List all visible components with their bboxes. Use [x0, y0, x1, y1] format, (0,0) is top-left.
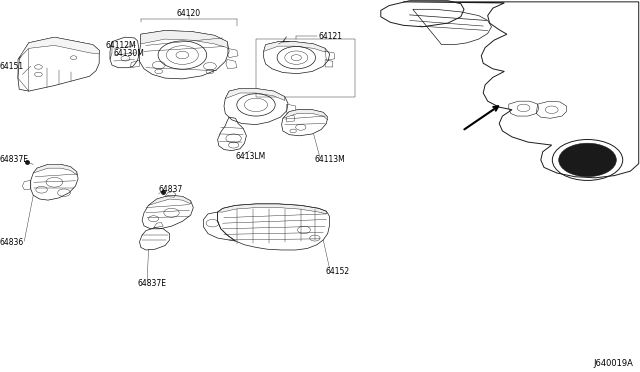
- Polygon shape: [18, 37, 99, 60]
- Polygon shape: [218, 204, 326, 214]
- Polygon shape: [283, 110, 328, 120]
- Polygon shape: [110, 42, 112, 60]
- Text: J640019A: J640019A: [594, 359, 634, 368]
- Polygon shape: [225, 89, 285, 100]
- Polygon shape: [264, 42, 325, 52]
- Polygon shape: [148, 195, 191, 205]
- Circle shape: [559, 143, 616, 177]
- Text: 64121: 64121: [318, 32, 342, 41]
- Text: 64112M: 64112M: [106, 41, 136, 50]
- Text: 64837E: 64837E: [138, 279, 166, 288]
- Text: 64837: 64837: [159, 185, 183, 194]
- Polygon shape: [33, 164, 77, 175]
- Polygon shape: [141, 31, 227, 48]
- Text: 64130M: 64130M: [114, 49, 145, 58]
- Text: 64152: 64152: [325, 267, 349, 276]
- Text: 64151: 64151: [0, 62, 24, 71]
- Text: 64836: 64836: [0, 238, 24, 247]
- Text: 64837E: 64837E: [0, 155, 29, 164]
- Text: 64120: 64120: [177, 9, 201, 17]
- Text: 64113M: 64113M: [315, 155, 346, 164]
- Text: 6413LM: 6413LM: [236, 153, 266, 161]
